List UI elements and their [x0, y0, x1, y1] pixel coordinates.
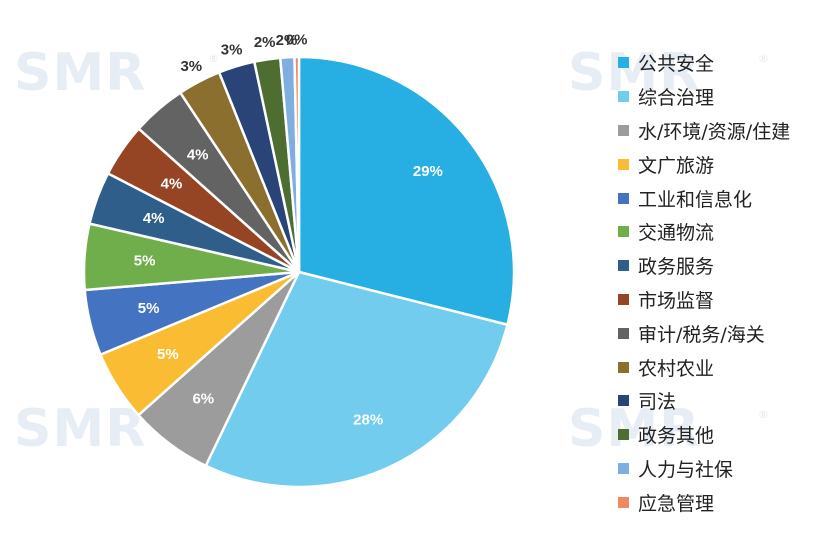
legend-label: 交通物流	[638, 222, 715, 245]
legend-item-13: 人力与社保	[618, 452, 790, 486]
pie-slice-2	[204, 270, 509, 489]
legend-swatch	[618, 462, 629, 474]
legend-swatch	[618, 429, 629, 441]
legend-swatch	[618, 395, 629, 407]
legend-label: 文广旅游	[638, 154, 715, 177]
legend-label: 审计/税务/海关	[638, 323, 765, 346]
legend-label: 工业和信息化	[638, 188, 753, 211]
legend-swatch	[618, 192, 629, 204]
data-label-1: 29%	[413, 163, 443, 180]
legend-swatch	[618, 91, 629, 103]
legend-swatch	[618, 496, 629, 508]
legend-label: 司法	[638, 391, 677, 414]
data-label-9: 4%	[187, 146, 209, 163]
legend-label: 综合治理	[638, 87, 715, 110]
pie-slice-1	[297, 55, 516, 326]
data-label-4: 5%	[157, 346, 179, 363]
pie-slice-14	[293, 55, 301, 274]
legend-swatch	[618, 158, 629, 170]
data-label-6: 5%	[134, 252, 156, 269]
legend-label: 公共安全	[638, 53, 715, 76]
legend-item-7: 政务服务	[618, 249, 790, 283]
data-label-5: 5%	[138, 300, 160, 317]
legend-item-3: 水/环境/资源/住建	[618, 114, 790, 148]
data-label-8: 4%	[161, 176, 183, 193]
legend-item-14: 应急管理	[618, 485, 790, 519]
legend-swatch	[618, 327, 629, 339]
legend-item-4: 文广旅游	[618, 147, 790, 181]
legend-label: 人力与社保	[638, 458, 734, 481]
legend-item-6: 交通物流	[618, 215, 790, 249]
legend-item-8: 市场监督	[618, 283, 790, 317]
legend-item-9: 审计/税务/海关	[618, 316, 790, 350]
legend: 公共安全综合治理水/环境/资源/住建 文广旅游工业和信息化 交通物流政务服务市场监督…	[618, 46, 790, 519]
legend-swatch	[618, 57, 629, 69]
data-label-11: 3%	[221, 42, 243, 59]
legend-item-10: 农村农业	[618, 350, 790, 384]
data-label-14: 0%	[286, 32, 308, 49]
legend-swatch	[618, 361, 629, 373]
legend-swatch	[618, 293, 629, 305]
legend-item-5: 工业和信息化	[618, 181, 790, 215]
data-label-10: 3%	[180, 58, 202, 75]
legend-item-2: 综合治理	[618, 80, 790, 114]
legend-label: 政务服务	[638, 256, 715, 279]
data-label-3: 6%	[192, 391, 214, 408]
legend-swatch	[618, 124, 629, 136]
legend-swatch	[618, 260, 629, 272]
legend-item-11: 司法	[618, 384, 790, 418]
data-label-2: 28%	[353, 412, 383, 429]
legend-label: 应急管理	[638, 492, 715, 515]
data-label-13: 2%	[276, 32, 298, 49]
legend-item-12: 政务其他	[618, 418, 790, 452]
legend-label: 市场监督	[638, 289, 715, 312]
legend-label: 农村农业	[638, 357, 715, 380]
legend-label: 政务其他	[638, 425, 715, 448]
legend-item-1: 公共安全	[618, 46, 790, 80]
legend-label: 水/环境/资源/住建	[638, 120, 791, 143]
data-label-7: 4%	[143, 210, 165, 227]
legend-swatch	[618, 226, 629, 238]
data-label-12: 2%	[254, 34, 276, 51]
